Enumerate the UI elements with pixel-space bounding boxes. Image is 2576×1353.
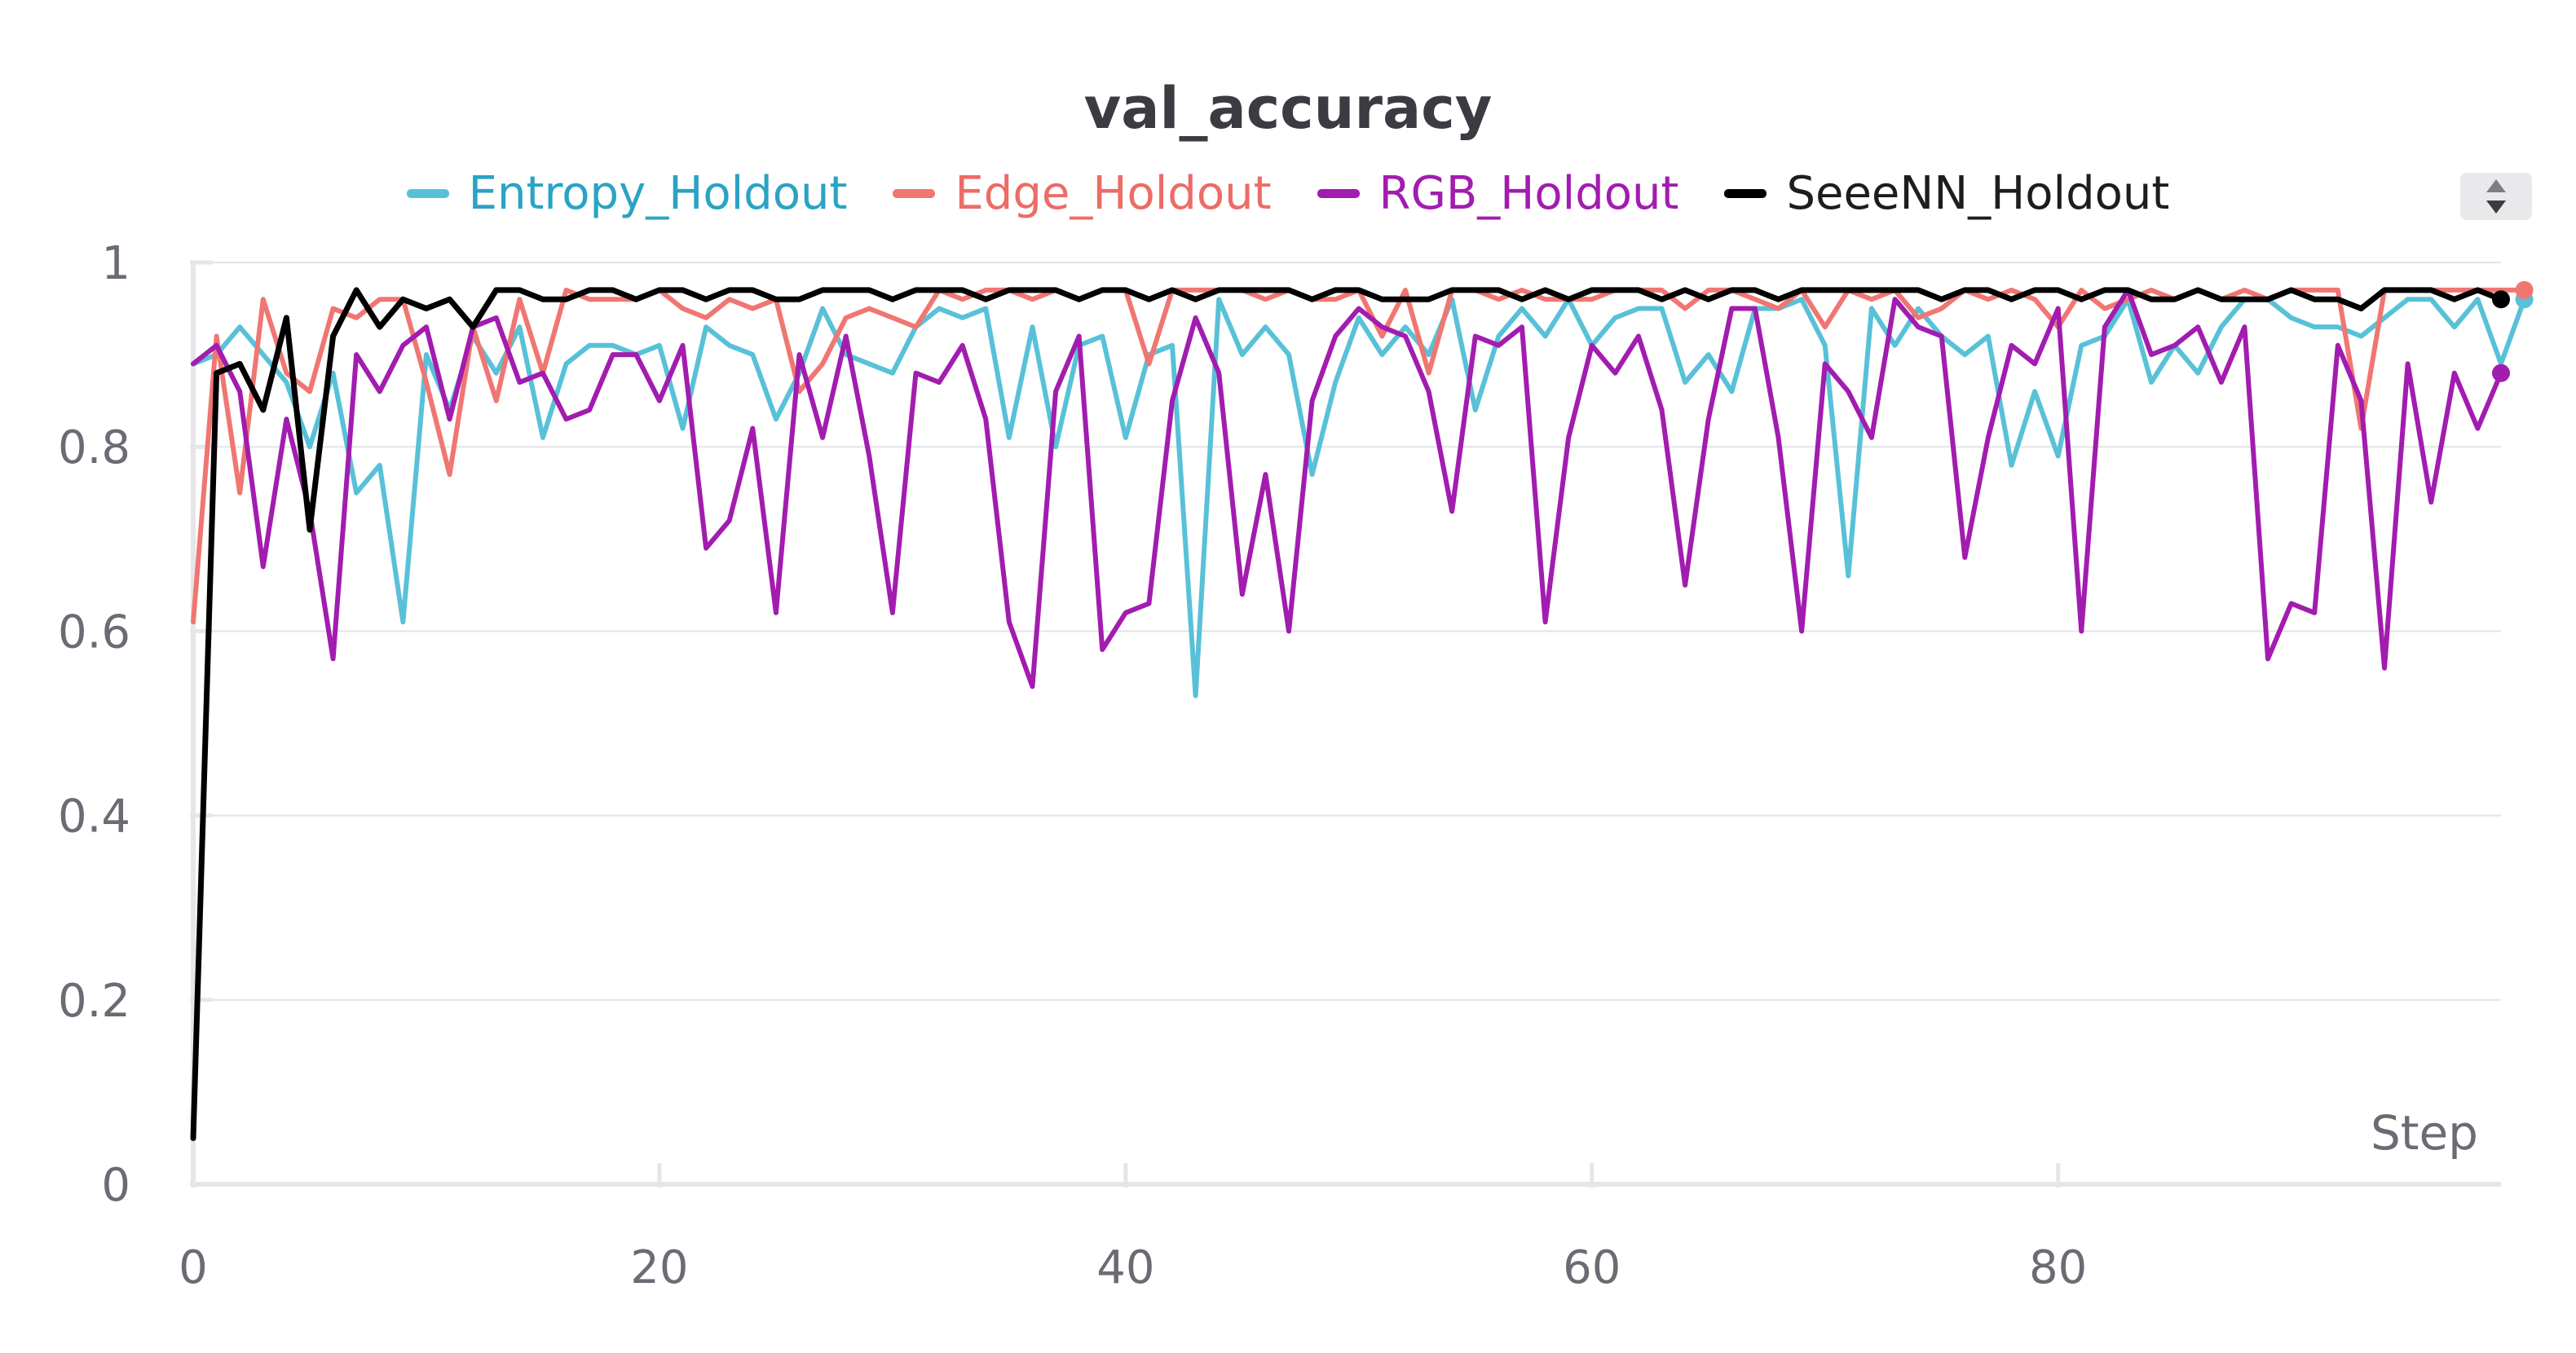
x-tick-label: 60 — [1563, 1241, 1621, 1294]
y-tick-label: 0.4 — [58, 791, 130, 844]
legend-label-entropy: Entropy_Holdout — [468, 167, 848, 220]
y-tick-label: 1 — [101, 237, 130, 290]
y-tick-label: 0.8 — [58, 421, 130, 474]
series-line-edge-holdout — [191, 287, 2527, 625]
legend-item-entropy[interactable]: Entropy_Holdout — [406, 167, 848, 220]
legend-item-rgb[interactable]: RGB_Holdout — [1317, 167, 1679, 220]
legend-swatch-seeenn — [1724, 189, 1767, 198]
chart-title: val_accuracy — [1083, 75, 1493, 142]
series-endpoint-rgb-holdout — [2492, 364, 2510, 382]
series-endpoint-seeenn-holdout — [2492, 290, 2510, 309]
legend-label-rgb: RGB_Holdout — [1378, 167, 1679, 220]
legend-scroll-toggle[interactable] — [2460, 173, 2532, 220]
y-tick-label: 0.6 — [58, 606, 130, 659]
x-tick-label: 0 — [179, 1241, 208, 1294]
series-layer — [190, 280, 2534, 1141]
tick-labels: 0 0.2 0.4 0.6 0.8 1 0 20 40 60 80 — [58, 237, 2087, 1294]
legend-swatch-entropy — [406, 189, 449, 198]
sort-arrows-icon — [2486, 179, 2506, 214]
y-tick-label: 0.2 — [58, 975, 130, 1028]
y-tick-label: 0 — [101, 1159, 130, 1212]
series-endpoint-edge-holdout — [2515, 280, 2534, 299]
legend-item-edge[interactable]: Edge_Holdout — [893, 167, 1272, 220]
x-tick-label: 80 — [2029, 1241, 2087, 1294]
gridlines — [193, 262, 2501, 1001]
series-line-seeenn-holdout — [190, 287, 2504, 1141]
legend-swatch-edge — [893, 189, 936, 198]
legend-swatch-rgb — [1317, 189, 1360, 198]
legend-label-seeenn: SeeeNN_Holdout — [1786, 167, 2170, 220]
series-line-entropy-holdout — [191, 297, 2527, 699]
legend-label-edge: Edge_Holdout — [955, 167, 1272, 220]
legend-item-seeenn[interactable]: SeeeNN_Holdout — [1724, 167, 2169, 220]
x-tick-label: 20 — [630, 1241, 688, 1294]
series-line-rgb-holdout — [191, 287, 2503, 690]
legend: Entropy_Holdout Edge_Holdout RGB_Holdout… — [0, 167, 2576, 220]
x-tick-label: 40 — [1096, 1241, 1154, 1294]
x-axis-label: Step — [2371, 1105, 2478, 1161]
